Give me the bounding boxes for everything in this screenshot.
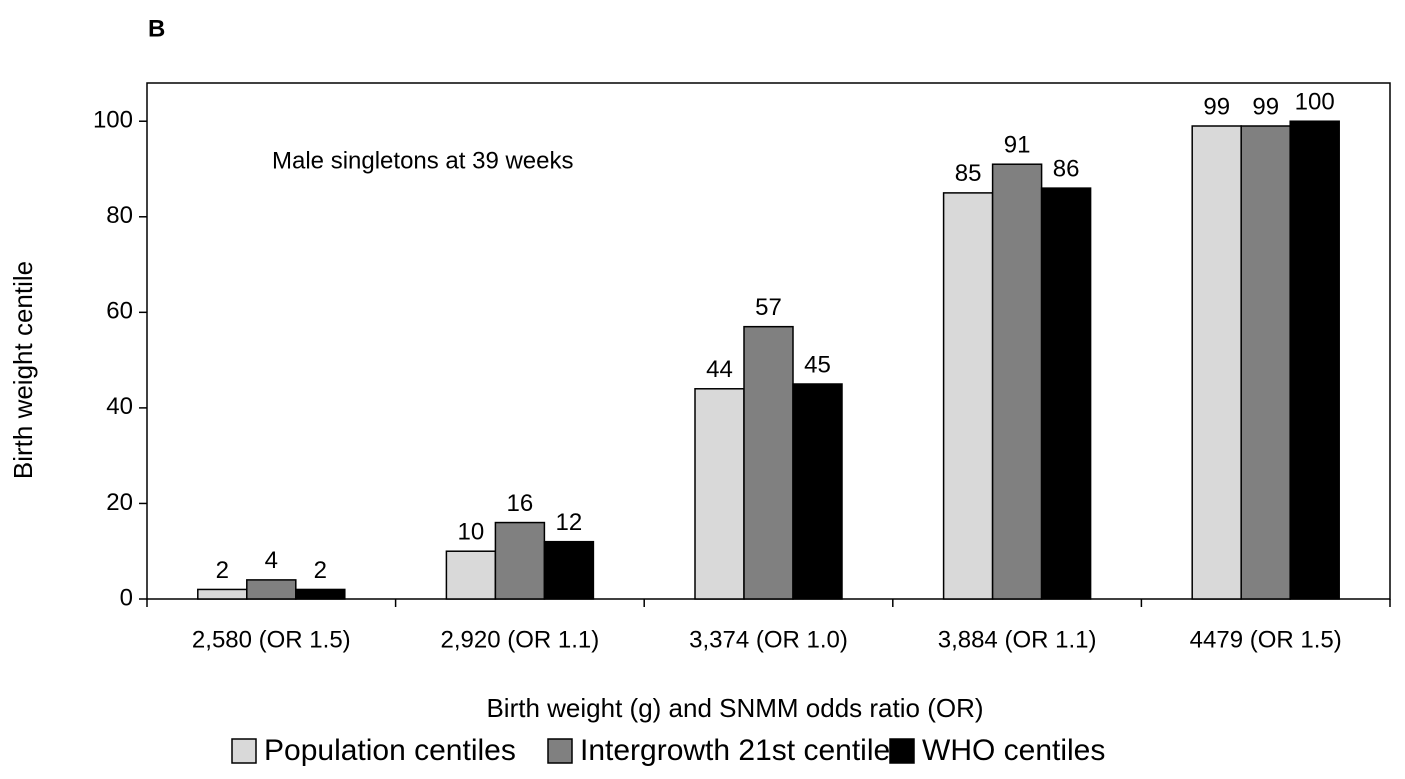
- bar: [295, 588, 346, 600]
- bar: [694, 388, 745, 600]
- y-tick-label: 60: [106, 298, 133, 325]
- x-axis-label: Birth weight (g) and SNMM odds ratio (OR…: [486, 693, 983, 723]
- x-tick-label: 2,920 (OR 1.1): [441, 626, 600, 653]
- y-tick-label: 40: [106, 393, 133, 420]
- y-axis-label: Birth weight centile: [8, 261, 38, 479]
- y-tick-label: 100: [93, 107, 133, 134]
- bar: [942, 192, 994, 600]
- data-label: 10: [458, 519, 485, 546]
- data-label: 2: [216, 557, 229, 584]
- x-tick-label: 3,374 (OR 1.0): [689, 626, 848, 653]
- bar: [1191, 125, 1242, 600]
- x-tick-label: 2,580 (OR 1.5): [192, 626, 351, 653]
- x-tick-label: 4479 (OR 1.5): [1190, 626, 1342, 653]
- legend-label: Population centiles: [264, 734, 516, 767]
- data-label: 85: [955, 160, 982, 187]
- data-label: 57: [755, 294, 782, 321]
- data-label: 2: [314, 557, 327, 584]
- bar: [792, 383, 843, 600]
- annotation: Male singletons at 39 weeks: [272, 147, 574, 174]
- bar: [1240, 125, 1291, 600]
- y-tick-label: 0: [120, 584, 133, 611]
- bar: [1040, 187, 1092, 600]
- legend-label: Intergrowth 21st centiles: [580, 734, 905, 767]
- legend-swatch: [231, 738, 257, 764]
- data-label: 12: [556, 509, 583, 536]
- y-tick-label: 80: [106, 202, 133, 229]
- legend-swatch: [889, 738, 915, 764]
- data-label: 4: [265, 547, 278, 574]
- data-label: 100: [1295, 89, 1335, 116]
- y-tick-label: 20: [106, 489, 133, 516]
- data-label: 91: [1004, 132, 1031, 159]
- data-label: 16: [507, 490, 534, 517]
- legend-label: WHO centiles: [922, 734, 1105, 767]
- panel-label: B: [148, 15, 165, 42]
- bar: [445, 550, 497, 600]
- bar: [543, 540, 595, 600]
- data-label: 45: [804, 351, 831, 378]
- legend-swatch: [547, 738, 573, 764]
- bar: [991, 163, 1043, 600]
- bar: [197, 588, 248, 600]
- bar: [743, 325, 794, 600]
- bar: [494, 521, 546, 600]
- data-label: 44: [706, 356, 733, 383]
- bar: [1289, 120, 1340, 600]
- data-label: 86: [1053, 155, 1080, 182]
- data-label: 99: [1203, 93, 1230, 120]
- x-tick-label: 3,884 (OR 1.1): [938, 626, 1097, 653]
- bar: [246, 579, 297, 600]
- data-label: 99: [1252, 93, 1279, 120]
